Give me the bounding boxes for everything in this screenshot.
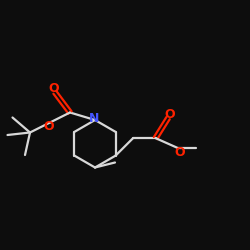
Text: O: O bbox=[174, 146, 185, 159]
Text: O: O bbox=[44, 120, 54, 134]
Text: O: O bbox=[48, 82, 59, 95]
Text: O: O bbox=[164, 108, 175, 121]
Text: N: N bbox=[88, 112, 99, 125]
